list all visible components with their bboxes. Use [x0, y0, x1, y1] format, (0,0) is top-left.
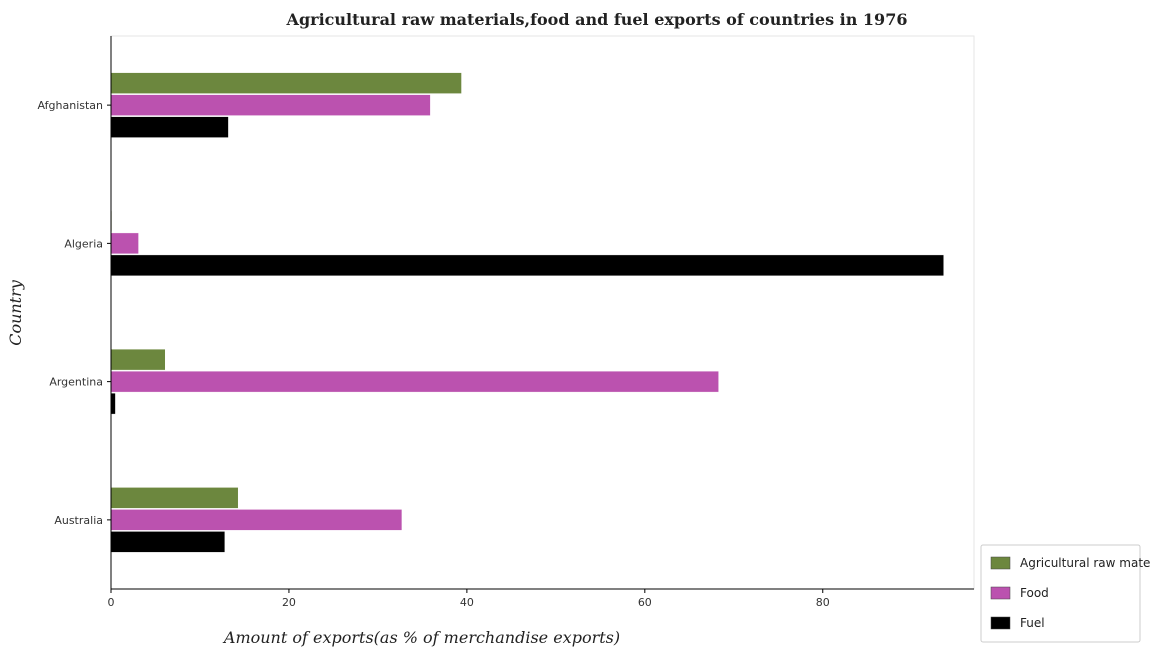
bar-agricultural-raw-materials-afghanistan — [110, 72, 462, 94]
bar-fuel-afghanistan — [110, 116, 229, 138]
x-axis-ticks: 0 20 40 60 80 — [108, 589, 830, 609]
bar-food-argentina — [110, 370, 719, 393]
y-tick-label: Algeria — [64, 237, 103, 250]
bar-fuel-argentina — [110, 392, 116, 415]
bars-group — [110, 72, 945, 553]
legend-swatch — [990, 616, 1011, 630]
bar-food-algeria — [110, 232, 139, 255]
legend-label: Agricultural raw materials — [1020, 556, 1150, 570]
y-tick-label: Afghanistan — [38, 99, 104, 112]
y-tick-label: Argentina — [49, 376, 103, 389]
x-tick-label: 20 — [282, 596, 296, 609]
legend-label: Fuel — [1020, 616, 1045, 630]
x-tick-label: 80 — [816, 596, 830, 609]
bar-food-australia — [110, 509, 403, 531]
bar-fuel-australia — [110, 531, 226, 553]
legend-box — [980, 544, 1141, 643]
plot-frame — [110, 35, 975, 590]
x-tick-label: 40 — [460, 596, 474, 609]
legend-label: Food — [1020, 586, 1049, 600]
bar-agricultural-raw-materials-argentina — [110, 348, 166, 371]
x-tick-label: 60 — [638, 596, 652, 609]
y-axis-label: Country — [6, 279, 25, 346]
bar-agricultural-raw-materials-australia — [110, 487, 239, 509]
x-tick-label: 0 — [108, 596, 115, 609]
y-tick-label: Australia — [54, 514, 103, 527]
legend: Agricultural raw materials Food Fuel — [980, 544, 1150, 643]
legend-swatch — [990, 586, 1011, 600]
legend-swatch — [990, 556, 1011, 570]
bar-food-afghanistan — [110, 94, 431, 116]
x-axis-label: Amount of exports(as % of merchandise ex… — [222, 628, 620, 647]
bar-fuel-algeria — [110, 254, 945, 277]
y-axis-ticks: Afghanistan Algeria Argentina Australia — [38, 99, 111, 527]
chart-title: Agricultural raw materials,food and fuel… — [286, 10, 908, 29]
